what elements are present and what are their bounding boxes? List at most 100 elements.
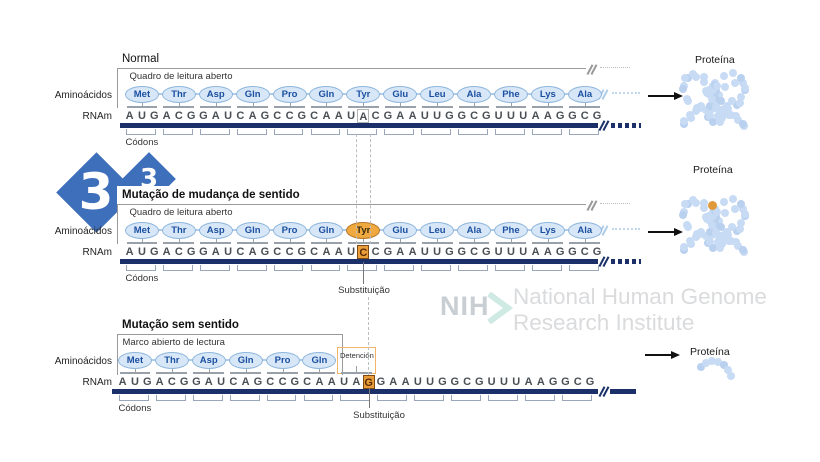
mrna-strand	[112, 389, 599, 394]
nucleotide-letter: A	[334, 245, 343, 258]
protein-bead	[720, 83, 729, 91]
amino-acid-pill: Gln	[309, 86, 344, 103]
codon-bracket	[421, 265, 452, 271]
protein-bead	[699, 78, 708, 87]
alignment-dashed-line	[356, 134, 357, 244]
protein-bead	[695, 104, 704, 113]
codons-label: Códons	[125, 273, 159, 284]
protein-bead	[679, 85, 688, 94]
codon-overline	[163, 242, 195, 244]
nucleotide-letter: G	[450, 375, 460, 388]
codon-connector-tick	[319, 368, 321, 373]
codon-bracket	[310, 129, 341, 135]
protein-bead	[706, 238, 715, 247]
codon-overline	[163, 106, 195, 108]
nucleotide-letter: U	[347, 109, 356, 122]
reading-frame-dots	[600, 66, 630, 68]
mrna-label: RNAm	[82, 111, 112, 122]
nucleotide-letter: G	[383, 109, 393, 122]
nucleotide-letter: U	[519, 109, 528, 122]
stop-codon-box	[337, 347, 376, 374]
codon-overline	[126, 106, 158, 108]
amino-acid-pill: Met	[124, 86, 159, 103]
codon-connector-tick	[510, 102, 512, 107]
amino-acid-pill: Gln	[235, 86, 270, 103]
nucleotide-letter: U	[506, 109, 515, 122]
nucleotide-letter: G	[297, 109, 307, 122]
protein-bead	[709, 118, 718, 127]
nucleotide-letter: G	[297, 245, 307, 258]
substitution-pointer-line	[368, 388, 370, 408]
reading-frame-left-line	[117, 204, 118, 244]
codon-overline	[340, 372, 372, 374]
nucleotide-letter: U	[420, 109, 429, 122]
reading-frame-left-line	[117, 68, 118, 108]
codons-label: Códons	[125, 137, 159, 148]
codon-overline	[458, 242, 490, 244]
nucleotide-letter: G	[149, 245, 159, 258]
codon-bracket	[192, 395, 223, 401]
codon-overline	[311, 106, 342, 108]
codon-connector-tick	[252, 102, 254, 107]
codon-overline	[458, 106, 490, 108]
codon-bracket	[126, 129, 156, 135]
codon-connector-tick	[141, 238, 143, 243]
protein-bead	[738, 79, 747, 88]
protein-bead	[728, 223, 737, 232]
nucleotide-letter: A	[531, 245, 540, 258]
protein-bead	[712, 82, 721, 91]
protein-bead	[700, 198, 709, 207]
codon-overline	[421, 106, 453, 108]
nucleotide-letter: G	[592, 109, 602, 122]
codon-bracket	[488, 395, 518, 401]
protein-bead	[732, 112, 741, 121]
codon-bracket	[414, 395, 445, 401]
nucleotide-letter: A	[155, 375, 164, 388]
protein-bead	[737, 200, 746, 209]
protein-bead	[734, 242, 743, 251]
nucleotide-letter: A	[543, 109, 552, 122]
nucleotide-letter: G	[592, 245, 602, 258]
nucleotide-letter: C	[174, 245, 183, 258]
amino-chain-dots	[612, 92, 640, 94]
nucleotide-letter: G	[142, 375, 152, 388]
codon-bracket	[266, 395, 297, 401]
codon-bracket	[199, 129, 230, 135]
substitution-pointer-line	[363, 262, 364, 284]
nucleotide-letter: G	[482, 245, 491, 258]
reading-frame-dots	[600, 202, 630, 204]
protein-bead	[705, 215, 714, 224]
nucleotide-letter: A	[524, 375, 533, 388]
codon-bracket	[561, 395, 592, 401]
amino-acid-pill: Glu	[383, 222, 418, 239]
nucleotide-letter: G	[290, 375, 300, 388]
protein-bead	[712, 208, 721, 217]
nucleotide-letter: A	[536, 375, 545, 388]
nucleotide-letter: A	[408, 109, 417, 122]
codon-bracket	[162, 129, 193, 135]
nucleotide-letter: G	[383, 245, 393, 258]
nucleotide-letter: C	[573, 375, 582, 388]
protein-bead	[681, 200, 690, 209]
codon-connector-tick	[215, 102, 217, 107]
amino-acid-pill: Ala	[567, 222, 602, 239]
stop-codon-label: Detención	[340, 351, 374, 360]
protein-bead	[705, 89, 714, 98]
line-break-mark	[597, 88, 608, 100]
codon-bracket	[458, 129, 488, 135]
amino-acid-pill: Asp	[191, 352, 226, 369]
nucleotide-letter: G	[199, 245, 208, 258]
protein-bead	[736, 98, 745, 107]
amino-acid-pill: Phe	[493, 86, 528, 103]
protein-bead	[679, 243, 688, 252]
protein-bead	[702, 231, 711, 240]
nucleotide-letter: A	[162, 109, 171, 122]
nucleotide-letter: U	[413, 375, 422, 388]
codon-bracket	[384, 129, 415, 135]
codon-bracket	[155, 395, 186, 401]
codon-overline	[274, 106, 305, 108]
nucleotide-letter: U	[494, 245, 503, 258]
nucleotide-letter: U	[512, 375, 521, 388]
amino-acid-pill: Pro	[272, 222, 307, 239]
protein-arrow-line	[648, 231, 674, 233]
